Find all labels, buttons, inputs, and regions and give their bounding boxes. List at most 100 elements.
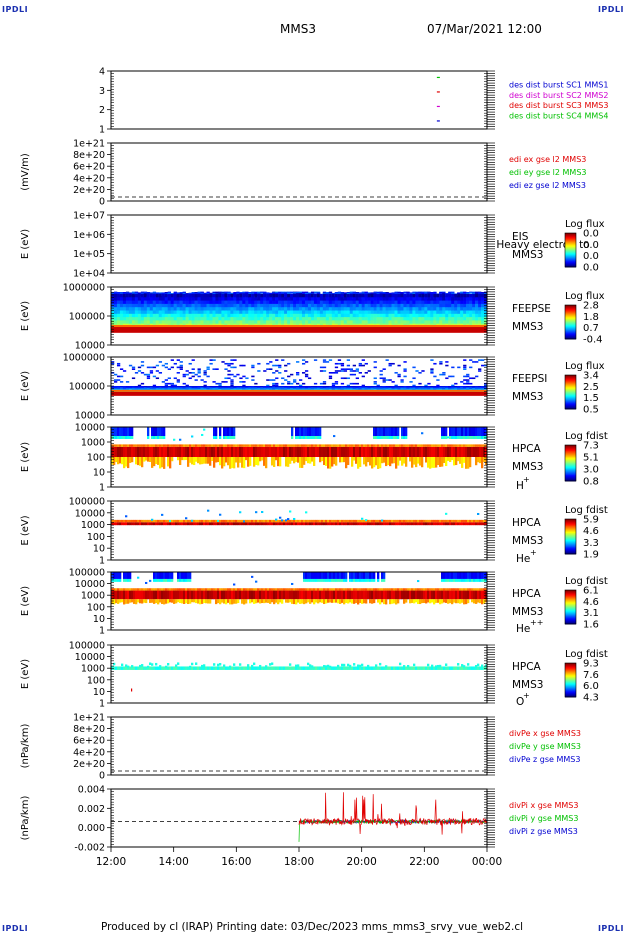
spectrogram-cell: [127, 444, 130, 447]
spectrogram-cell: [111, 361, 115, 363]
spectrogram-cell: [394, 291, 398, 294]
colorbar-step: [565, 257, 576, 260]
spectrogram-cell: [346, 310, 351, 315]
spectrogram-cell: [352, 388, 356, 390]
spectrogram-cell: [191, 292, 195, 295]
spectrogram-cell: [412, 377, 416, 380]
spectrogram-cell: [261, 446, 264, 457]
spectrogram-cell: [152, 387, 157, 389]
spectrogram-cell: [245, 387, 249, 389]
spectrogram-cell: [370, 303, 374, 308]
spectrogram-cell: [469, 388, 473, 390]
spectrogram-cell: [143, 388, 148, 390]
spectrogram-cell: [397, 293, 401, 298]
spectrogram-cell: [439, 297, 443, 302]
spectrogram-cell: [219, 446, 222, 457]
spectrogram-cell: [454, 313, 458, 318]
spectrogram-cell: [291, 436, 294, 439]
spectrogram-cell: [273, 444, 276, 447]
spectrogram-cell: [484, 307, 488, 311]
colorbar-step: [565, 237, 576, 240]
spectrogram-cell: [272, 388, 276, 390]
spectrogram-cell: [296, 310, 300, 315]
spectrogram-cell: [349, 303, 354, 308]
spectrogram-cell: [236, 300, 240, 305]
spectrogram-cell: [275, 382, 279, 385]
spectrogram-cell: [469, 303, 473, 308]
colorbar-tick-label: 1.8: [583, 312, 599, 323]
spectrogram-cell: [218, 310, 222, 315]
spectrogram-cell: [307, 292, 312, 294]
colorbar-step: [565, 235, 576, 237]
spectrogram-cell: [349, 293, 354, 298]
spectrogram-cell: [149, 388, 154, 390]
spectrogram-cell: [433, 317, 437, 321]
spectrogram-cell: [352, 386, 356, 388]
spectrogram-cell: [400, 379, 404, 381]
spectrogram-cell: [143, 387, 148, 389]
spectrogram-cell: [463, 366, 467, 369]
spectrogram-cell: [349, 373, 354, 376]
spectrogram-cell: [484, 384, 488, 387]
spectrogram-cell: [230, 310, 234, 315]
spectrogram-cell: [299, 307, 303, 311]
spectrogram-cell: [141, 444, 144, 447]
spectrogram-cell: [281, 387, 285, 389]
spectrogram-cell: [367, 387, 371, 389]
spectrogram-cell: [334, 310, 339, 315]
spectrogram-cell: [233, 444, 236, 447]
corner-label-top-right: IPDLI: [597, 5, 624, 14]
spectrogram-cell: [430, 359, 434, 361]
spectrogram-cell: [382, 379, 386, 381]
spectrogram-cell: [278, 387, 282, 389]
spectrogram-cell: [248, 307, 252, 311]
spectrogram-cell: [310, 292, 315, 294]
spectrogram-cell: [223, 446, 226, 457]
spectrogram-cell: [263, 317, 267, 321]
spectrogram-cell: [146, 293, 151, 298]
spectrogram-cell: [227, 293, 231, 298]
spectrogram-cell: [325, 388, 330, 390]
spectrogram-cell: [267, 446, 270, 457]
spectrogram-cell: [340, 388, 345, 390]
spectrogram-cell: [454, 388, 458, 390]
spectrogram-cell: [460, 387, 464, 389]
spectrogram-cell: [227, 387, 231, 389]
spectrogram-cell: [478, 386, 482, 388]
spectrogram-cell: [167, 388, 171, 390]
spectrogram-cell: [469, 366, 473, 369]
spectrogram-cell: [388, 293, 392, 295]
spectrogram-cell: [125, 381, 130, 383]
instrument-label: EIS: [512, 231, 529, 243]
spectrogram-cell: [206, 300, 210, 305]
spectrogram-cell: [201, 433, 204, 436]
spectrogram-cell: [325, 386, 330, 388]
y-tick-label: 1e+04: [73, 269, 105, 280]
spectrogram-cell: [340, 307, 345, 311]
spectrogram-cell: [157, 436, 160, 439]
spectrogram-cell: [247, 457, 250, 467]
spectrogram-cell: [307, 293, 312, 298]
spectrogram-cell: [224, 386, 228, 388]
spectrogram-cell: [472, 300, 476, 305]
spectrogram-cell: [227, 293, 231, 295]
spectrogram-cell: [137, 388, 142, 390]
spectrogram-cell: [469, 387, 473, 389]
spectrogram-cell: [257, 457, 260, 466]
spectrogram-cell: [331, 317, 336, 321]
spectrogram-cell: [215, 388, 219, 390]
spectrogram-cell: [481, 359, 485, 361]
spectrogram-cell: [310, 386, 315, 388]
spectrogram-cell: [430, 297, 434, 302]
spectrogram-cell: [272, 310, 276, 315]
colorbar-step: [565, 399, 576, 402]
spectrogram-cell: [301, 427, 304, 436]
spectrogram-cell: [146, 388, 151, 390]
spectrogram-cell: [143, 388, 148, 390]
spectrogram-cell: [460, 387, 464, 389]
spectrogram-cell: [189, 444, 192, 447]
spectrogram-cell: [382, 381, 386, 383]
spectrogram-cell: [475, 303, 479, 308]
spectrogram-cell: [251, 444, 254, 447]
spectrogram-cell: [199, 444, 202, 447]
